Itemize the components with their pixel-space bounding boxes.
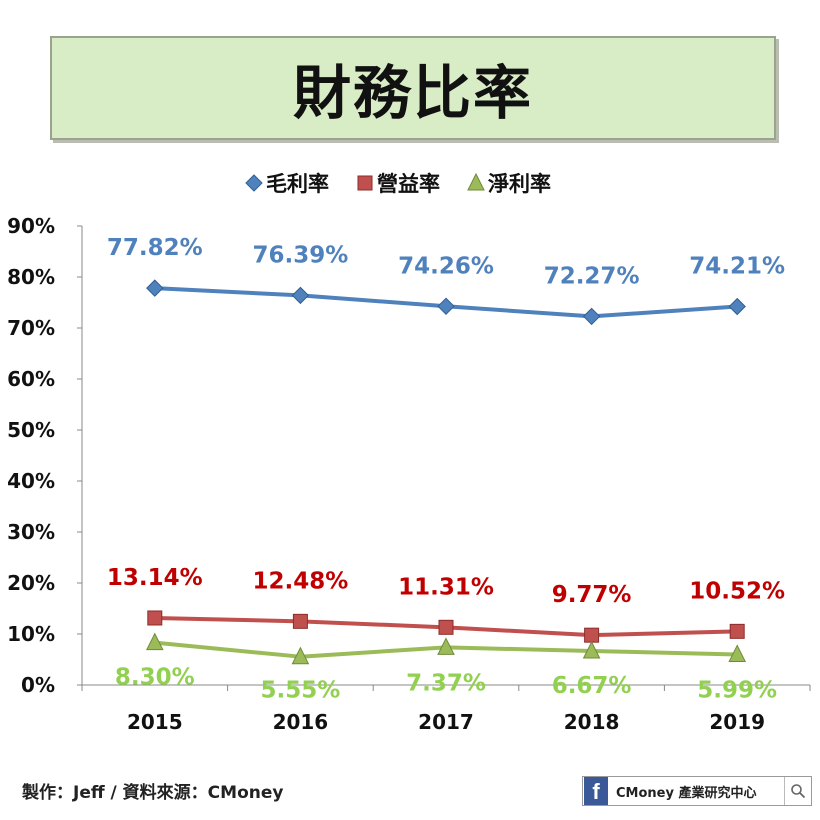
data-point-marker <box>438 619 454 635</box>
y-tick-label: 30% <box>7 520 55 544</box>
x-tick-label: 2016 <box>273 710 329 734</box>
y-tick-label: 80% <box>7 265 55 289</box>
data-point-marker <box>292 613 308 629</box>
data-point-marker <box>291 646 310 665</box>
x-tick-label: 2017 <box>418 710 474 734</box>
search-icon[interactable] <box>784 777 811 805</box>
data-point-marker <box>728 297 746 316</box>
legend-marker <box>245 174 263 192</box>
data-label: 5.55% <box>261 678 341 704</box>
data-label: 76.39% <box>253 242 349 268</box>
data-label: 6.67% <box>552 673 632 699</box>
data-label: 13.14% <box>107 565 203 591</box>
facebook-page-name: CMoney 產業研究中心 <box>616 785 757 801</box>
data-point-marker <box>291 286 310 305</box>
y-tick-label: 20% <box>7 571 55 595</box>
legend-label: 淨利率 <box>488 172 551 196</box>
y-tick-label: 90% <box>7 214 55 238</box>
y-tick-label: 40% <box>7 469 55 493</box>
data-point-marker <box>437 637 455 655</box>
x-tick-label: 2018 <box>564 710 620 734</box>
data-label: 77.82% <box>107 235 203 261</box>
x-tick-label: 2019 <box>709 710 765 734</box>
data-label: 74.21% <box>689 254 785 280</box>
data-label: 7.37% <box>406 670 486 696</box>
y-tick-label: 70% <box>7 316 55 340</box>
legend-label: 毛利率 <box>266 172 329 196</box>
data-point-marker <box>582 640 601 659</box>
data-point-marker <box>145 632 164 651</box>
y-tick-label: 10% <box>7 622 55 646</box>
data-point-marker <box>728 644 747 662</box>
data-point-marker <box>582 307 601 326</box>
y-tick-label: 0% <box>21 673 55 697</box>
facebook-badge[interactable]: f CMoney 產業研究中心 <box>582 776 812 806</box>
title-banner: 財務比率 <box>50 36 776 140</box>
x-tick-label: 2015 <box>127 710 183 734</box>
facebook-icon: f <box>584 777 608 805</box>
data-label: 5.99% <box>697 677 777 703</box>
legend-label: 營益率 <box>377 172 440 196</box>
footer-credit: 製作：Jeff / 資料來源：CMoney <box>22 783 284 803</box>
data-label: 72.27% <box>544 263 640 289</box>
y-tick-label: 60% <box>7 367 55 391</box>
data-point-marker <box>729 623 745 639</box>
y-tick-label: 50% <box>7 418 55 442</box>
chart-title: 財務比率 <box>292 59 533 127</box>
data-point-marker <box>147 610 163 626</box>
legend-marker <box>467 172 485 191</box>
data-point-marker <box>584 627 600 643</box>
data-label: 9.77% <box>552 582 632 608</box>
legend-marker <box>357 175 373 191</box>
data-point-marker <box>437 297 455 315</box>
data-label: 10.52% <box>689 578 785 604</box>
data-label: 74.26% <box>398 253 494 279</box>
data-label: 12.48% <box>253 568 349 594</box>
data-point-marker <box>146 279 164 297</box>
data-label: 8.30% <box>115 665 195 691</box>
data-label: 11.31% <box>398 574 494 600</box>
